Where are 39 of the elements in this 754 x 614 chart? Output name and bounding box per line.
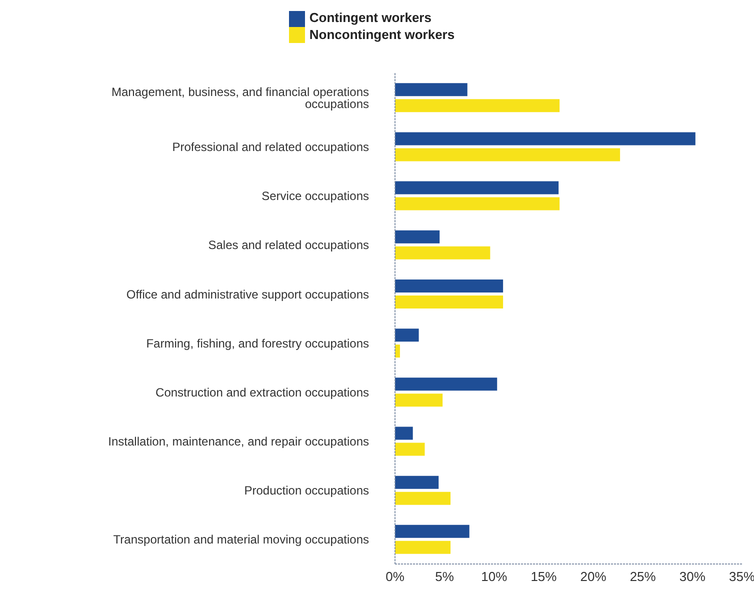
y-tick-label: Professional and related occupations [172,140,369,154]
y-tick-label: Management, business, and financial operations occupations [112,84,369,111]
bar [395,344,400,358]
bar [395,442,425,456]
y-tick-label: Transportation and material moving occupations [113,532,369,547]
y-tick-label: Farming, fishing, and forestry occupations [146,336,369,350]
bar [395,99,560,112]
y-tick-label: Office and administrative support occupations [126,287,369,302]
x-tick-label: 20% [580,569,607,584]
y-tick-label: Sales and related occupations [208,238,369,252]
x-tick-label: 25% [630,569,656,584]
bar [395,540,451,554]
bar [395,378,498,391]
y-tick-label: Construction and extraction occupations [156,385,369,400]
bar [395,492,451,505]
y-tick-label: Installation, maintenance, and repair occupations [108,434,369,449]
bar [395,295,504,308]
bar [395,132,696,146]
bar [395,246,490,260]
y-tick-label: Service occupations [262,189,369,204]
y-tick-label: Production occupations [244,484,369,498]
x-tick-label: 0% [386,569,405,584]
bar [395,148,620,162]
legend-label: Noncontingent workers [309,26,455,42]
x-tick-label: 5% [435,569,454,584]
x-tick-label: 10% [481,569,508,584]
bar [395,394,443,407]
bar [395,197,560,210]
bar [395,230,440,244]
bar [395,83,468,96]
bar [395,524,470,538]
x-tick-label: 15% [530,569,558,584]
bar [395,279,504,292]
legend-label: Contingent workers [309,10,432,25]
x-tick-label: 30% [679,569,706,584]
bar [395,181,559,194]
bar [395,476,439,489]
bar [395,328,419,342]
bar [395,426,413,440]
